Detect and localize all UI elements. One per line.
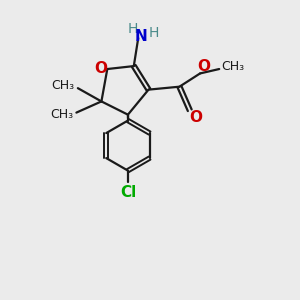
Text: O: O	[94, 61, 107, 76]
Text: CH₃: CH₃	[52, 79, 75, 92]
Text: H: H	[128, 22, 138, 36]
Text: O: O	[197, 59, 210, 74]
Text: Cl: Cl	[120, 185, 136, 200]
Text: N: N	[134, 28, 147, 44]
Text: H: H	[148, 26, 159, 40]
Text: CH₃: CH₃	[221, 60, 244, 73]
Text: CH₃: CH₃	[50, 108, 73, 121]
Text: O: O	[189, 110, 202, 125]
